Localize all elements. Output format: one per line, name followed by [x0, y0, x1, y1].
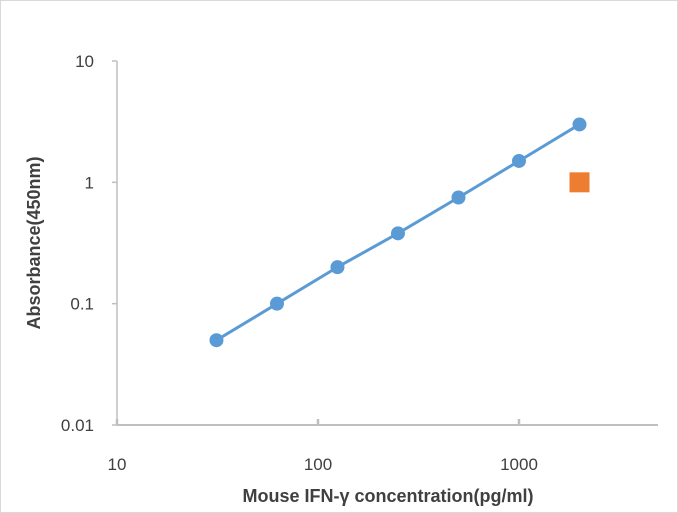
x-tick-label: 10	[108, 455, 127, 474]
ticks-layer: 0.01 0.1 1 10 10 100 1000	[61, 52, 538, 474]
data-point	[390, 226, 405, 241]
x-axis-title: Mouse IFN-γ concentration(pg/ml)	[242, 486, 533, 506]
y-tick-label: 0.1	[70, 295, 94, 314]
data-point	[512, 153, 526, 168]
data-point	[330, 260, 345, 275]
x-tick-label: 1000	[500, 455, 538, 474]
data-point	[451, 190, 466, 205]
data-point	[209, 333, 224, 348]
data-point	[572, 117, 587, 132]
series-layer	[209, 117, 590, 348]
data-point	[269, 296, 284, 311]
data-point-square	[569, 172, 590, 193]
y-tick-label: 10	[75, 52, 94, 71]
x-tick-label: 100	[304, 455, 332, 474]
y-tick-label: 0.01	[61, 416, 94, 435]
axes-layer	[116, 61, 658, 426]
y-axis-title: Absorbance(450nm)	[24, 156, 44, 329]
y-tick-label: 1	[85, 173, 94, 192]
